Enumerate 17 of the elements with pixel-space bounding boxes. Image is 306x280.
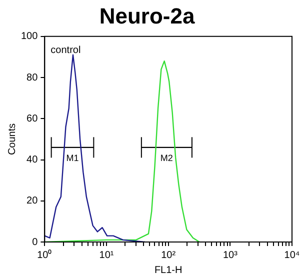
y-tick-label: 20 <box>26 196 38 207</box>
y-tick-label: 40 <box>26 154 38 166</box>
chart-title: Neuro-2a <box>99 3 196 28</box>
x-tick-label: 10⁰ <box>37 248 52 261</box>
x-tick-label: 10³ <box>222 250 238 261</box>
annotation: M2 <box>160 152 173 163</box>
x-tick-label: 10⁴ <box>284 250 300 261</box>
x-tick-label: 10¹ <box>99 250 114 261</box>
x-tick-label: 10² <box>161 250 176 261</box>
y-tick-label: 0 <box>32 236 38 248</box>
y-tick-label: 60 <box>26 113 38 124</box>
y-tick-label: 80 <box>26 72 38 84</box>
y-axis-title: Counts <box>6 123 18 156</box>
annotation: M1 <box>66 152 79 163</box>
x-axis-title: FL1-H <box>154 264 182 276</box>
y-tick-label: 100 <box>20 31 38 42</box>
annotation: control <box>50 45 81 56</box>
